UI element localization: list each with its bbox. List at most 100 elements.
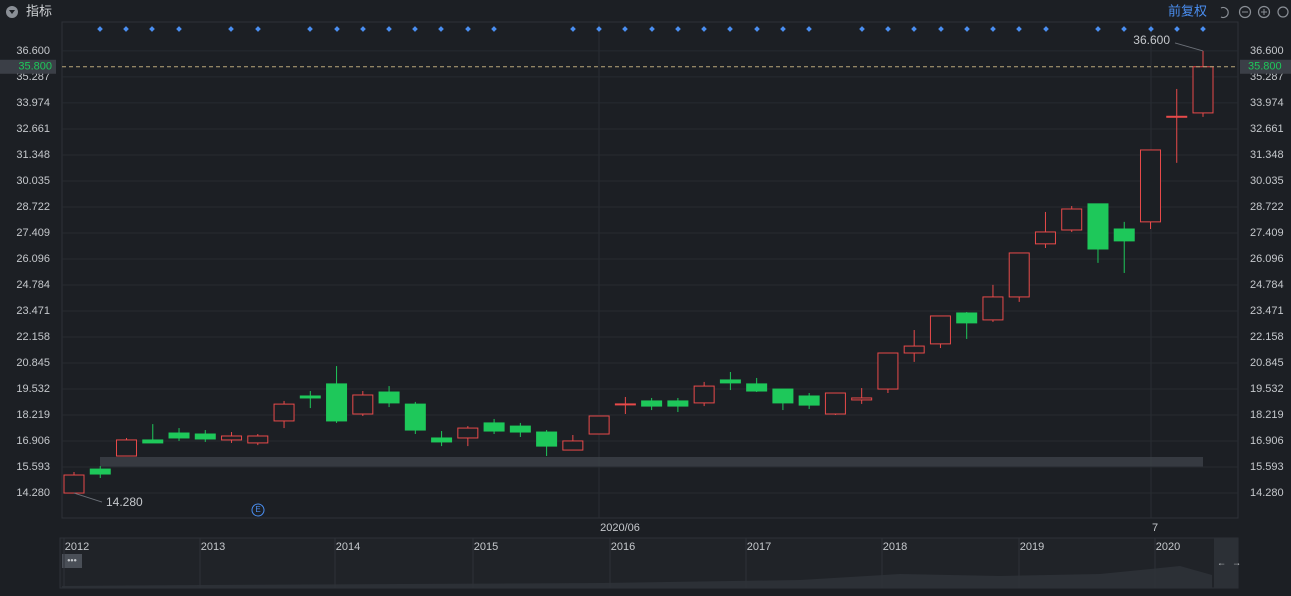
event-dot xyxy=(859,26,865,32)
navigator-label: 2016 xyxy=(611,541,635,553)
event-dot xyxy=(990,26,996,32)
y-tick-label: 18.219 xyxy=(16,409,50,421)
event-dot xyxy=(465,26,471,32)
y-tick-label: 27.409 xyxy=(1250,227,1284,239)
event-dot xyxy=(1095,26,1101,32)
event-dot xyxy=(412,26,418,32)
min-label: 14.280 xyxy=(106,495,143,509)
candle-body xyxy=(1087,203,1109,250)
event-dot xyxy=(885,26,891,32)
settings-icon[interactable] xyxy=(1277,6,1289,18)
nav-left[interactable]: ← xyxy=(1217,557,1226,567)
event-dot xyxy=(386,26,392,32)
candle-body xyxy=(614,403,636,406)
nav-right[interactable]: → xyxy=(1232,557,1241,567)
x-label: 2020/06 xyxy=(600,522,640,534)
candle-body xyxy=(457,427,479,439)
candle-body xyxy=(483,422,505,432)
event-dot xyxy=(255,26,261,32)
y-tick-label: 23.471 xyxy=(16,305,50,317)
y-tick-label: 32.661 xyxy=(16,123,50,135)
event-dot xyxy=(964,26,970,32)
y-tick-label: 16.906 xyxy=(1250,435,1284,447)
event-dot xyxy=(596,26,602,32)
y-tick-label: 33.974 xyxy=(1250,97,1284,109)
event-dot xyxy=(307,26,313,32)
event-dot xyxy=(1016,26,1022,32)
adjust-toggle[interactable]: 前复权 xyxy=(1168,3,1207,18)
handle-glyph: ••• xyxy=(67,555,76,565)
candle-body xyxy=(431,437,453,443)
candle-body xyxy=(982,296,1004,321)
event-icon[interactable] xyxy=(251,503,265,517)
candle-body xyxy=(746,383,768,392)
y-tick-label: 24.784 xyxy=(1250,279,1284,291)
candle-body xyxy=(1034,231,1056,245)
candle-body xyxy=(1008,252,1030,298)
event-dot xyxy=(1200,26,1206,32)
candle-body xyxy=(956,312,978,324)
y-tick-label: 14.280 xyxy=(16,487,50,499)
candle-body xyxy=(693,385,715,404)
y-tick-label: 19.532 xyxy=(16,383,50,395)
event-dot xyxy=(491,26,497,32)
navigator-window[interactable] xyxy=(1214,538,1238,588)
y-tick-label: 15.593 xyxy=(16,461,50,473)
event-dot xyxy=(649,26,655,32)
event-dot xyxy=(938,26,944,32)
candle-body xyxy=(221,435,243,441)
tool-glyphs xyxy=(1242,9,1267,15)
max-leader xyxy=(1174,42,1204,52)
candle-body xyxy=(273,403,295,422)
candle-body xyxy=(562,440,584,451)
candle-body xyxy=(798,395,820,406)
y-tick-label: 28.722 xyxy=(1250,201,1284,213)
candle-body xyxy=(929,315,951,345)
y-tick-label: 20.845 xyxy=(16,357,50,369)
candle-body xyxy=(719,379,741,384)
zoom-out-icon[interactable] xyxy=(1238,5,1252,19)
navigator-label: 2020 xyxy=(1156,541,1180,553)
y-tick-label: 23.471 xyxy=(1250,305,1284,317)
y-tick-label: 33.974 xyxy=(16,97,50,109)
candle-body xyxy=(194,433,216,440)
plot-frame xyxy=(61,21,1239,519)
navigator-area xyxy=(62,566,1212,588)
event-dot xyxy=(1121,26,1127,32)
y-tick-label: 19.532 xyxy=(1250,383,1284,395)
event-dot xyxy=(727,26,733,32)
event-dot xyxy=(701,26,707,32)
y-tick-label: 35.287 xyxy=(1250,71,1284,83)
y-tick-label: 24.784 xyxy=(16,279,50,291)
candle-body xyxy=(588,415,610,435)
candle-body xyxy=(299,395,321,399)
y-tick-label: 26.096 xyxy=(1250,253,1284,265)
event-dot xyxy=(1148,26,1154,32)
y-tick-label: 18.219 xyxy=(1250,409,1284,421)
event-dot xyxy=(149,26,155,32)
y-tick-label: 31.348 xyxy=(1250,149,1284,161)
navigator-handle[interactable] xyxy=(62,554,82,568)
candle-body xyxy=(1192,66,1214,114)
x-label: 7 xyxy=(1152,522,1158,534)
current-price-label: 35.800 xyxy=(1248,61,1282,73)
navigator-label: 2013 xyxy=(201,541,225,553)
candle-body xyxy=(404,403,426,431)
y-tick-label: 20.845 xyxy=(1250,357,1284,369)
y-tick-label: 30.035 xyxy=(1250,175,1284,187)
candle-body xyxy=(641,400,663,407)
reset-icon[interactable] xyxy=(1220,6,1229,19)
candle-body xyxy=(142,439,164,444)
y-tick-label: 32.661 xyxy=(1250,123,1284,135)
event-dot xyxy=(228,26,234,32)
candle-body xyxy=(168,432,190,439)
navigator-label: 2014 xyxy=(336,541,360,553)
collapse-arrow xyxy=(9,10,15,14)
candle-body xyxy=(116,439,138,457)
candle-body xyxy=(1139,149,1161,223)
zoom-in-icon[interactable] xyxy=(1257,5,1271,19)
panel-title: 指标 xyxy=(26,3,52,18)
